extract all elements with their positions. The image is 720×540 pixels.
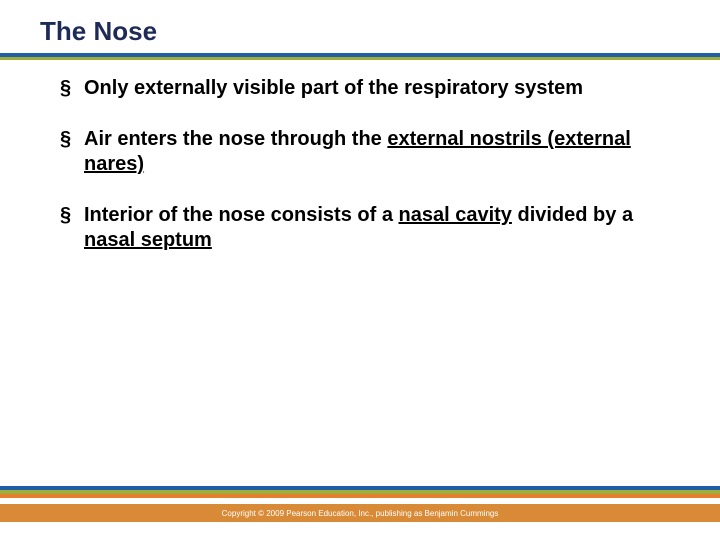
slide-title: The Nose: [40, 16, 720, 47]
bullet-item: Interior of the nose consists of a nasal…: [60, 203, 660, 253]
bottom-bar: [0, 494, 720, 498]
bullet-text: Air enters the nose through the: [84, 128, 387, 150]
bullet-text: Interior of the nose consists of a: [84, 204, 399, 226]
bullet-text: divided by a: [512, 204, 633, 226]
content-area: Only externally visible part of the resp…: [0, 60, 720, 253]
bullet-text: Only externally visible part of the resp…: [84, 77, 583, 99]
bullet-item: Only externally visible part of the resp…: [60, 76, 660, 101]
title-area: The Nose: [0, 0, 720, 47]
slide: The Nose Only externally visible part of…: [0, 0, 720, 540]
copyright-text: Copyright © 2009 Pearson Education, Inc.…: [222, 509, 499, 518]
bullet-list: Only externally visible part of the resp…: [60, 76, 660, 253]
bullet-underline: nasal cavity: [399, 204, 512, 226]
copyright-strip: Copyright © 2009 Pearson Education, Inc.…: [0, 504, 720, 522]
bullet-item: Air enters the nose through the external…: [60, 127, 660, 177]
bullet-underline: nasal septum: [84, 229, 212, 251]
bottom-bars: [0, 486, 720, 498]
